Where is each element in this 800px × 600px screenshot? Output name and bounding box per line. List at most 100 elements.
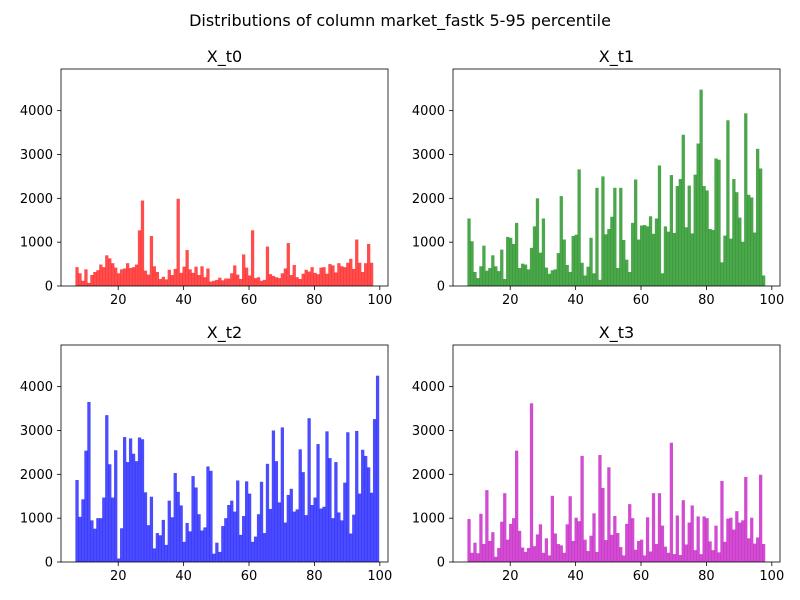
x-tick-label: 80 (306, 293, 323, 308)
histogram-bar (610, 216, 614, 286)
histogram-bar (538, 252, 543, 286)
histogram-bar (654, 544, 659, 562)
histogram-bar (256, 277, 261, 286)
histogram-bar (209, 470, 213, 562)
histogram-bar (194, 266, 198, 286)
histogram-bar (96, 270, 100, 286)
histogram-bar (245, 267, 249, 286)
histogram-bar (230, 500, 234, 562)
histogram-bar (256, 514, 261, 562)
histogram-bar (375, 375, 380, 562)
histogram-bar (759, 168, 763, 286)
histogram-bar (497, 271, 501, 286)
histogram-bar (242, 515, 246, 562)
histogram-bar (509, 523, 513, 562)
histogram-bar (108, 258, 112, 286)
histogram-bar (87, 282, 91, 286)
histogram-bar (550, 270, 554, 286)
histogram-bar (550, 495, 554, 562)
histogram-bar (583, 275, 587, 286)
histogram-bar (509, 237, 513, 286)
y-tick-label: 3000 (20, 424, 53, 439)
histogram-bar (580, 262, 584, 286)
histogram-bar (369, 262, 374, 286)
histogram-bar (167, 269, 171, 286)
histogram-bar (491, 255, 495, 286)
histogram-bar (319, 508, 323, 562)
histogram-bar (128, 268, 133, 286)
histogram-bar (250, 541, 255, 562)
histogram-bar (206, 268, 210, 286)
histogram-bar (470, 241, 474, 286)
histogram-bar (759, 474, 763, 562)
histogram-bar (473, 271, 477, 286)
histogram-bar (523, 264, 528, 286)
histogram-bar (295, 509, 299, 562)
histogram-bar (595, 187, 599, 286)
histogram-bar (227, 505, 231, 562)
x-tick-label: 100 (367, 293, 392, 308)
histogram-bar (250, 230, 255, 286)
histogram-bar (675, 186, 679, 286)
histogram-bar (137, 230, 142, 286)
histogram-bar (134, 461, 139, 562)
histogram-bar (592, 273, 596, 286)
subplot-title: X_t0 (207, 47, 242, 67)
histogram-bar (729, 238, 733, 286)
histogram-bar (149, 236, 154, 286)
histogram-bar (744, 476, 748, 562)
histogram-bar (131, 453, 136, 562)
histogram-bar (631, 222, 635, 286)
y-tick-label: 4000 (20, 380, 53, 395)
histogram-bar (723, 541, 727, 562)
histogram-bar (657, 493, 662, 562)
histogram-bar (245, 481, 249, 562)
histogram-bar (702, 186, 706, 286)
histogram-bar (140, 200, 145, 286)
histogram-bar (747, 194, 751, 286)
x-tick-label: 80 (698, 293, 715, 308)
x-tick-label: 40 (567, 569, 584, 584)
histogram-bar (265, 463, 270, 562)
y-tick-label: 2000 (412, 192, 445, 207)
histogram-bar (221, 280, 225, 286)
histogram-bar (301, 472, 305, 562)
histogram-bar (681, 134, 685, 286)
histogram-bar (619, 187, 623, 286)
histogram-bar (535, 198, 540, 286)
histogram-bar (756, 148, 760, 286)
histogram-bar (191, 476, 195, 562)
histogram-bar (651, 493, 656, 562)
histogram-bar (271, 430, 276, 562)
histogram-bar (482, 544, 486, 562)
histogram-bar (753, 543, 757, 562)
histogram-bar (577, 521, 581, 562)
histogram-bar (523, 551, 528, 562)
histogram-bar (355, 239, 359, 286)
histogram-bar (729, 517, 733, 562)
axes-frame (452, 344, 781, 563)
histogram-bar (334, 272, 338, 286)
histogram-bar (732, 179, 736, 286)
histogram-bar (117, 273, 121, 286)
histogram-bar (188, 531, 192, 562)
y-tick-label: 4000 (412, 104, 445, 119)
histogram-bar (634, 549, 638, 562)
histogram-bar (562, 552, 566, 562)
histogram-bar (497, 547, 501, 562)
histogram-bar (485, 270, 489, 286)
histogram-bar (99, 264, 103, 286)
histogram-bar (568, 496, 572, 562)
histogram-bar (541, 218, 546, 286)
histogram-bar (352, 268, 356, 286)
histogram-bar (678, 179, 682, 286)
histogram-bar (206, 466, 210, 562)
histogram-bar (125, 462, 130, 562)
histogram-bar (717, 159, 721, 286)
histogram-bar (553, 269, 557, 286)
histogram-bar (735, 511, 739, 562)
histogram-bar (708, 229, 712, 286)
histogram-bar (316, 274, 320, 286)
histogram-bar (239, 534, 243, 562)
